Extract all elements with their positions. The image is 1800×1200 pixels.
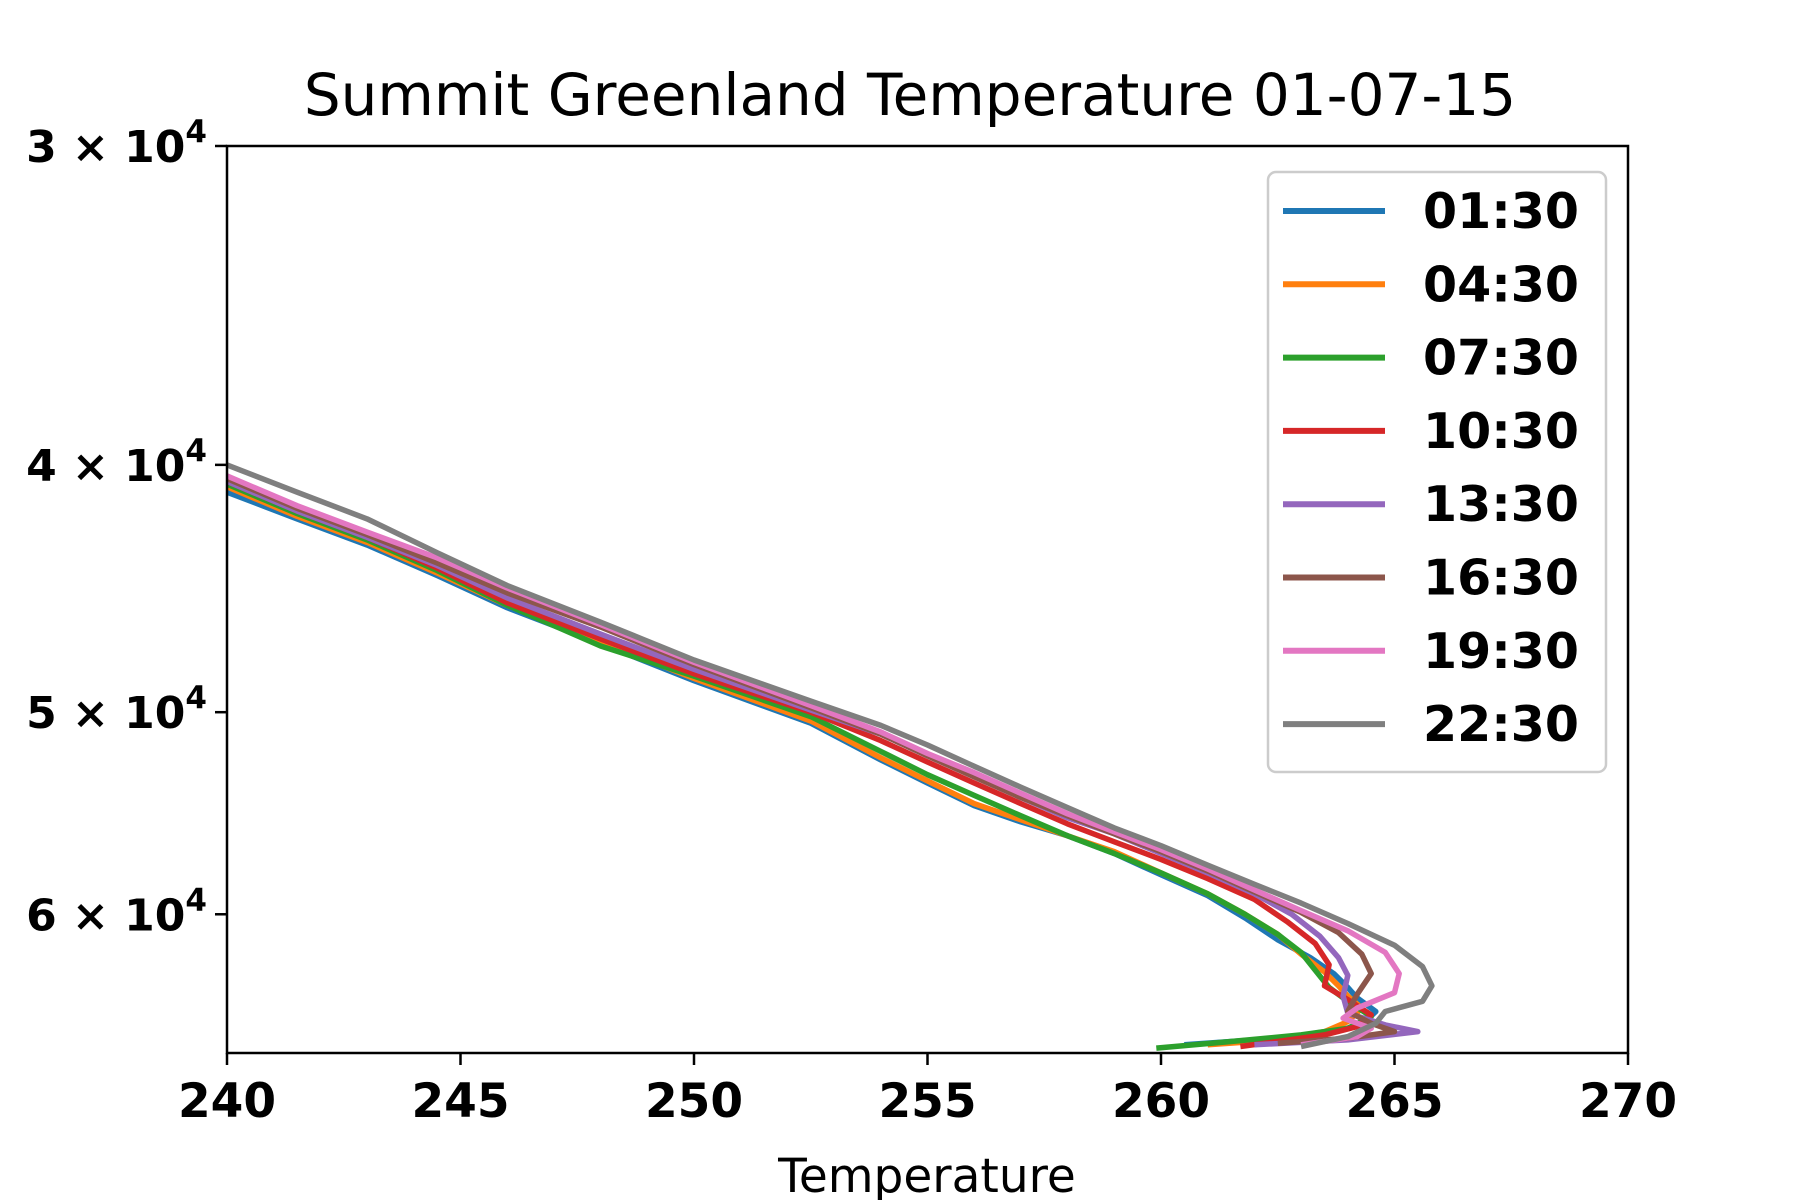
- legend-label: 07:30: [1423, 330, 1579, 387]
- legend-entries: 01:30 04:30 07:30 10:30 13:30 16:30 19:30 22:30: [1283, 183, 1579, 753]
- legend-label: 16:30: [1423, 550, 1579, 607]
- legend-label: 04:30: [1423, 256, 1579, 313]
- series-line-1030: [227, 478, 1374, 1050]
- x-tick-label: 255: [878, 1074, 976, 1129]
- series-line-2230: [227, 462, 1435, 1050]
- plot-series: [227, 462, 1435, 1051]
- x-tick-label: 240: [178, 1074, 276, 1129]
- x-tick-label: 245: [411, 1074, 509, 1129]
- legend-box: [1266, 170, 1608, 774]
- x-axis-label: Temperature: [777, 1149, 1076, 1200]
- y-tick-label: 6 × 104: [26, 882, 207, 941]
- x-tick-label: 250: [645, 1074, 743, 1129]
- y-axis-ticks: 3 × 104 4 × 104 5 × 104 6 × 104: [26, 114, 227, 941]
- y-tick-label: 5 × 104: [26, 680, 207, 739]
- x-tick-label: 260: [1112, 1074, 1210, 1129]
- y-tick-label: 3 × 104: [26, 114, 207, 173]
- legend-label: 10:30: [1423, 403, 1579, 460]
- x-tick-label: 265: [1345, 1074, 1443, 1129]
- legend: 01:30 04:30 07:30 10:30 13:30 16:30 19:30 22:30: [1266, 170, 1608, 774]
- chart-title: Summit Greenland Temperature 01-07-15: [304, 61, 1516, 129]
- x-tick-label: 270: [1579, 1074, 1677, 1129]
- y-tick-label: 4 × 104: [26, 433, 207, 492]
- legend-label: 22:30: [1423, 696, 1579, 753]
- legend-label: 01:30: [1423, 183, 1579, 240]
- legend-label: 13:30: [1423, 476, 1579, 533]
- legend-label: 19:30: [1423, 623, 1579, 680]
- x-axis-ticks: 240 245 250 255 260 265 270: [178, 1053, 1677, 1129]
